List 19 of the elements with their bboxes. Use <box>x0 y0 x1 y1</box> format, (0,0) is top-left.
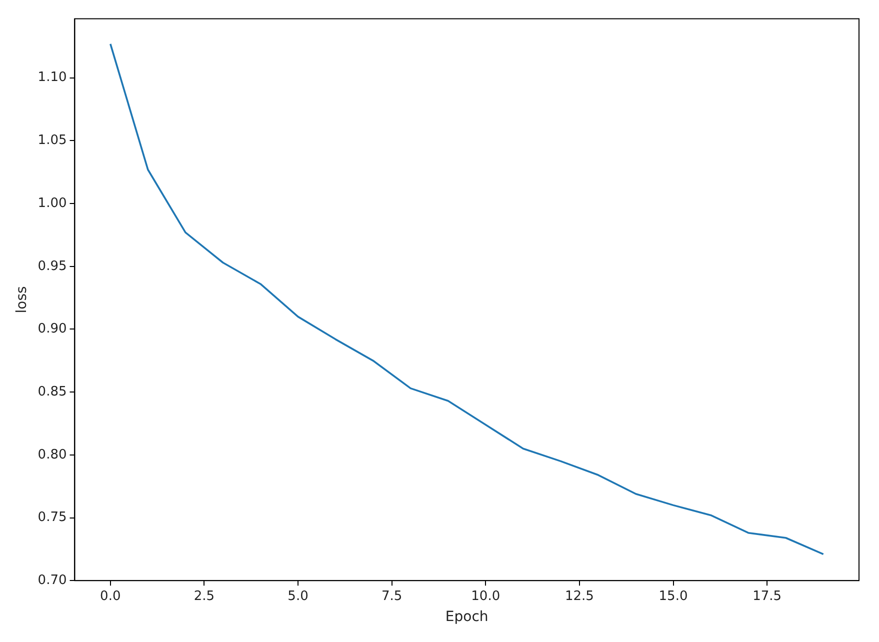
x-tick-label: 7.5 <box>381 588 402 604</box>
x-tick-label: 17.5 <box>752 588 782 604</box>
x-tick-label: 5.0 <box>288 588 308 604</box>
y-tick-label: 0.75 <box>38 510 67 526</box>
x-tick-label: 2.5 <box>194 588 215 604</box>
y-tick-label: 0.90 <box>38 322 67 337</box>
y-tick-label: 1.05 <box>38 133 67 148</box>
y-tick-label: 0.85 <box>38 384 67 400</box>
y-axis-title: loss <box>14 286 30 314</box>
y-tick-label: 1.00 <box>38 196 67 211</box>
y-tick-label: 1.10 <box>38 70 67 86</box>
x-tick-label: 10.0 <box>471 588 500 604</box>
x-axis-title: Epoch <box>445 609 488 626</box>
y-tick-label: 0.95 <box>38 258 67 274</box>
x-tick-label: 12.5 <box>564 588 594 604</box>
y-tick-label: 0.70 <box>38 572 67 588</box>
x-tick-label: 0.0 <box>100 588 121 604</box>
x-tick-label: 15.0 <box>658 588 688 604</box>
y-tick-label: 0.80 <box>38 447 67 462</box>
